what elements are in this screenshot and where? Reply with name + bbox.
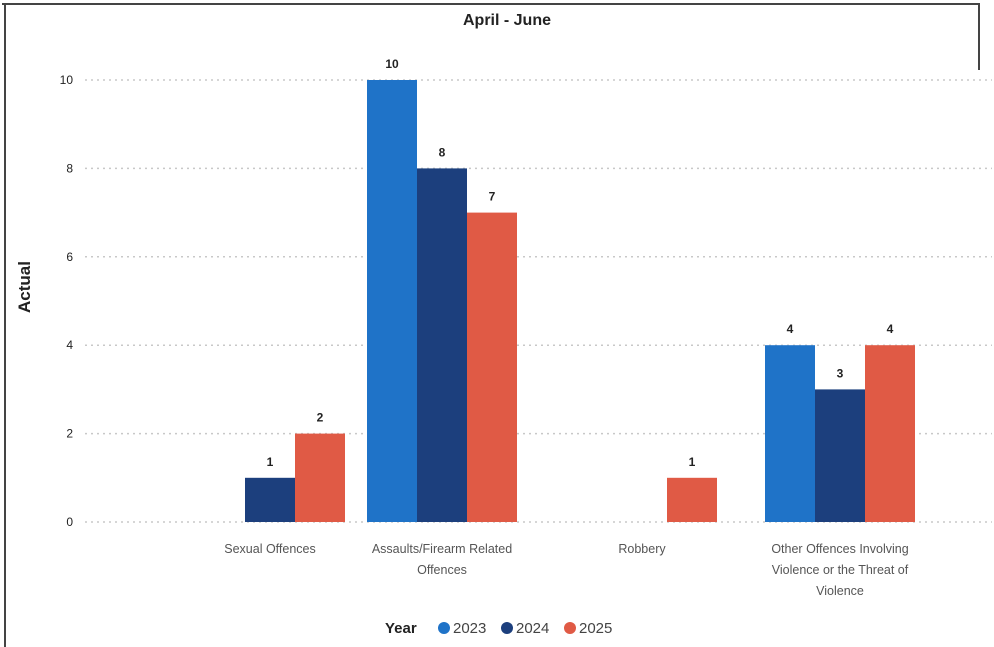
legend-swatch	[501, 622, 513, 634]
y-tick-label: 10	[60, 73, 74, 87]
legend-entry: 2024	[516, 620, 549, 637]
x-tick-label: Robbery	[618, 542, 666, 556]
y-axis-ticks: 0 2 4 6 8 10	[60, 73, 74, 529]
y-tick-label: 6	[66, 250, 73, 264]
data-label: 7	[489, 190, 496, 204]
bar	[417, 168, 467, 522]
data-label: 4	[787, 322, 794, 336]
bar	[295, 433, 345, 522]
legend-swatch	[438, 622, 450, 634]
x-tick-label: Other Offences Involving Violence or the …	[771, 542, 908, 598]
bar	[667, 477, 717, 522]
legend-entry: 2023	[453, 620, 486, 637]
legend-entry: 2025	[579, 620, 612, 637]
bar	[865, 345, 915, 522]
bars	[245, 80, 915, 522]
chart-title: April - June	[463, 12, 551, 29]
y-tick-label: 8	[66, 161, 73, 175]
y-tick-label: 4	[66, 338, 73, 352]
data-label: 3	[837, 366, 844, 380]
legend-swatch	[564, 622, 576, 634]
bar	[245, 477, 295, 522]
y-tick-label: 2	[66, 427, 73, 441]
data-label: 10	[385, 57, 399, 71]
bar	[815, 389, 865, 522]
legend: Year 2023 2024 2025	[385, 620, 612, 637]
bar	[467, 212, 517, 522]
legend-title: Year	[385, 620, 417, 637]
data-label: 2	[317, 411, 324, 425]
bar	[765, 345, 815, 522]
data-label: 8	[439, 145, 446, 159]
data-label: 1	[267, 455, 274, 469]
y-tick-label: 0	[66, 515, 73, 529]
data-label: 1	[689, 455, 696, 469]
x-tick-label: Assaults/Firearm Related Offences	[372, 542, 512, 577]
y-axis-label: Actual	[15, 261, 34, 313]
x-axis-categories: Sexual Offences Assaults/Firearm Related O…	[224, 542, 908, 598]
x-tick-label: Sexual Offences	[224, 542, 316, 556]
bar	[367, 80, 417, 522]
data-label: 4	[887, 322, 894, 336]
gridlines	[85, 79, 992, 523]
